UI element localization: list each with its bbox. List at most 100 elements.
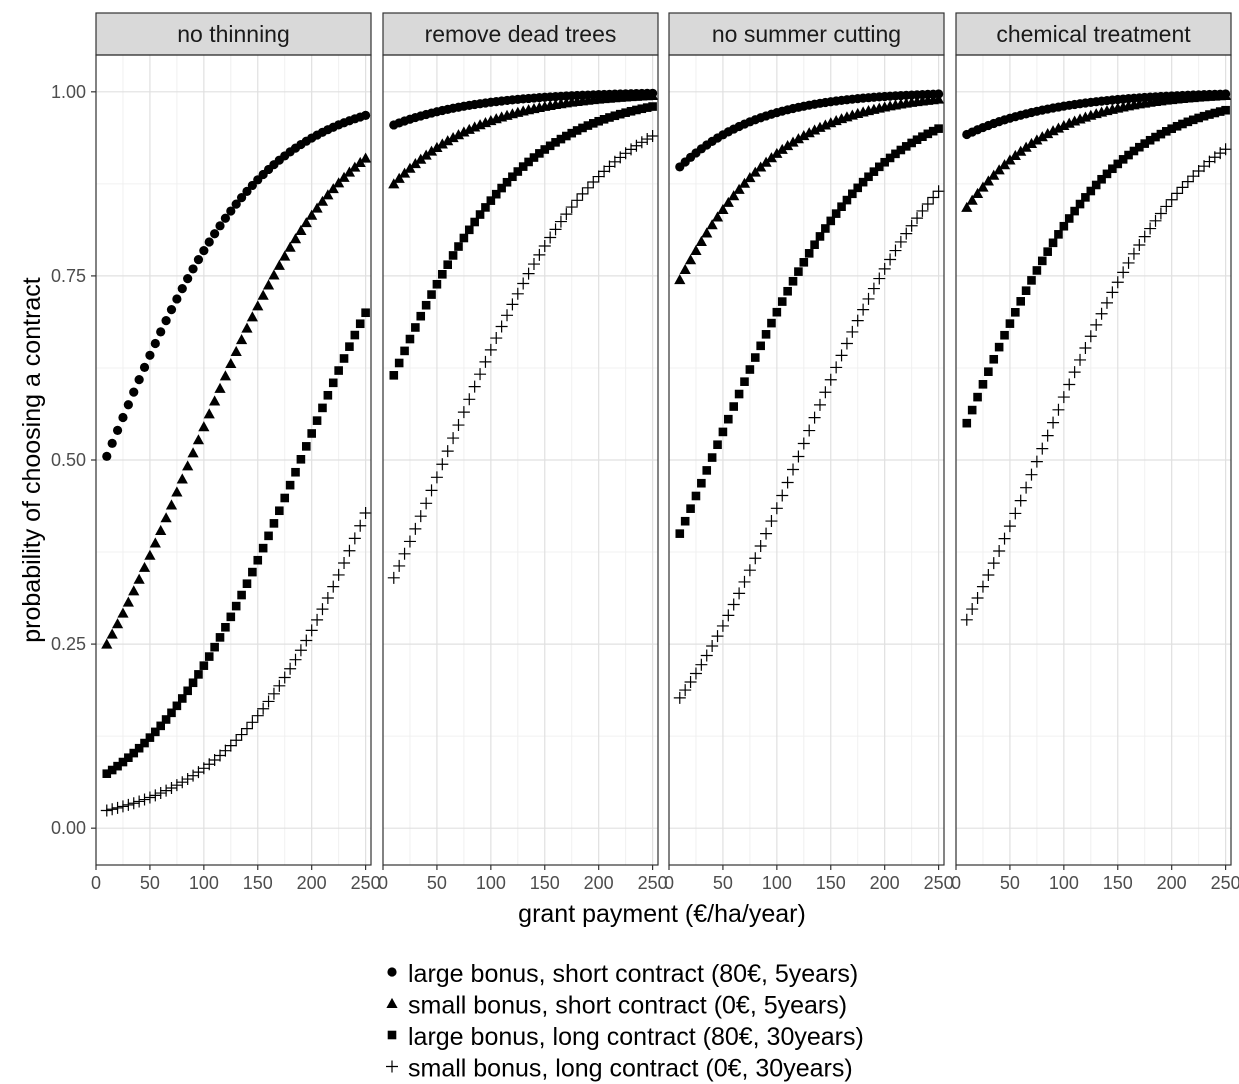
data-point — [808, 124, 821, 135]
data-point — [479, 355, 492, 368]
data-point — [977, 181, 989, 192]
data-point — [535, 149, 544, 158]
facet-panel: no summer cutting 0 50 100 150 200 250 — [664, 12, 954, 893]
data-point — [160, 512, 172, 523]
data-point — [527, 258, 540, 271]
data-point — [1000, 330, 1009, 340]
x-tick-label: 50 — [140, 873, 160, 893]
data-point — [150, 338, 160, 349]
data-point — [257, 702, 270, 715]
data-point — [565, 201, 578, 214]
data-point — [1057, 391, 1070, 404]
data-point — [1220, 89, 1232, 100]
data-point — [1129, 146, 1139, 156]
data-point — [436, 458, 449, 471]
data-point — [718, 427, 728, 437]
data-point — [1027, 276, 1036, 285]
facet-title: no summer cutting — [712, 21, 901, 47]
data-point — [354, 519, 367, 532]
data-point — [994, 342, 1004, 352]
data-point — [567, 128, 577, 138]
data-point — [393, 559, 406, 572]
data-point — [312, 416, 322, 425]
data-point — [691, 491, 701, 501]
data-point — [464, 225, 474, 235]
data-point — [728, 190, 740, 201]
data-point — [268, 269, 280, 280]
data-point — [172, 294, 182, 304]
data-point — [1043, 247, 1052, 256]
data-point — [161, 316, 171, 326]
data-point — [311, 613, 324, 626]
data-point — [248, 567, 257, 577]
data-series — [961, 89, 1232, 212]
y-tick-label: 0.00 — [51, 818, 86, 838]
x-tick-label: 150 — [816, 873, 846, 893]
data-series — [673, 185, 945, 704]
data-point — [475, 210, 485, 219]
legend-key — [387, 1030, 397, 1040]
data-series — [101, 152, 372, 649]
legend-label: large bonus, long contract (80€, 30years… — [408, 1023, 864, 1051]
data-point — [194, 670, 203, 679]
data-point — [167, 708, 176, 718]
data-point — [524, 157, 533, 167]
data-point — [998, 532, 1011, 545]
data-point — [1167, 124, 1176, 134]
data-point — [637, 104, 647, 114]
data-point — [1009, 507, 1022, 520]
data-point — [154, 787, 167, 800]
data-point — [873, 272, 886, 285]
data-point — [918, 132, 927, 141]
data-point — [781, 476, 794, 489]
data-point — [716, 619, 729, 632]
x-tick-label: 200 — [297, 873, 327, 893]
data-point — [621, 108, 630, 117]
data-point — [1032, 266, 1042, 275]
data-point — [675, 529, 685, 538]
data-series — [675, 124, 943, 538]
data-point — [987, 557, 1000, 570]
data-point — [112, 425, 123, 435]
data-point — [989, 354, 999, 364]
data-series — [962, 89, 1231, 140]
data-point — [405, 334, 415, 344]
x-tick-label: 100 — [762, 873, 792, 893]
data-point — [874, 162, 884, 172]
data-point — [230, 734, 243, 747]
facet-panel: remove dead trees 0 50 100 150 200 250 — [378, 12, 668, 893]
data-point — [209, 395, 221, 406]
data-point — [684, 254, 697, 265]
data-point — [491, 189, 501, 199]
data-point — [1079, 341, 1092, 354]
data-point — [594, 116, 603, 126]
data-point — [803, 127, 815, 138]
data-point — [745, 365, 755, 374]
data-point — [733, 183, 745, 194]
data-point — [885, 153, 895, 163]
data-point — [316, 195, 329, 206]
data-point — [240, 722, 253, 735]
data-point — [1140, 139, 1150, 148]
data-point — [572, 126, 582, 135]
data-point — [517, 277, 530, 290]
data-point — [961, 201, 973, 212]
data-point — [545, 141, 555, 151]
facet-strip — [95, 12, 372, 56]
data-point — [1003, 520, 1016, 533]
data-point — [300, 634, 313, 647]
data-point — [695, 235, 707, 247]
x-tick-label: 50 — [713, 873, 733, 893]
data-point — [454, 242, 463, 251]
data-point — [878, 262, 891, 275]
data-point — [848, 189, 857, 199]
data-point — [151, 727, 160, 737]
data-point — [481, 203, 490, 212]
data-point — [576, 187, 589, 200]
data-point — [810, 240, 819, 250]
data-point — [1086, 186, 1096, 196]
legend-key — [387, 967, 397, 977]
x-tick-label: 200 — [584, 873, 614, 893]
data-point — [204, 652, 214, 661]
data-point — [350, 330, 360, 340]
